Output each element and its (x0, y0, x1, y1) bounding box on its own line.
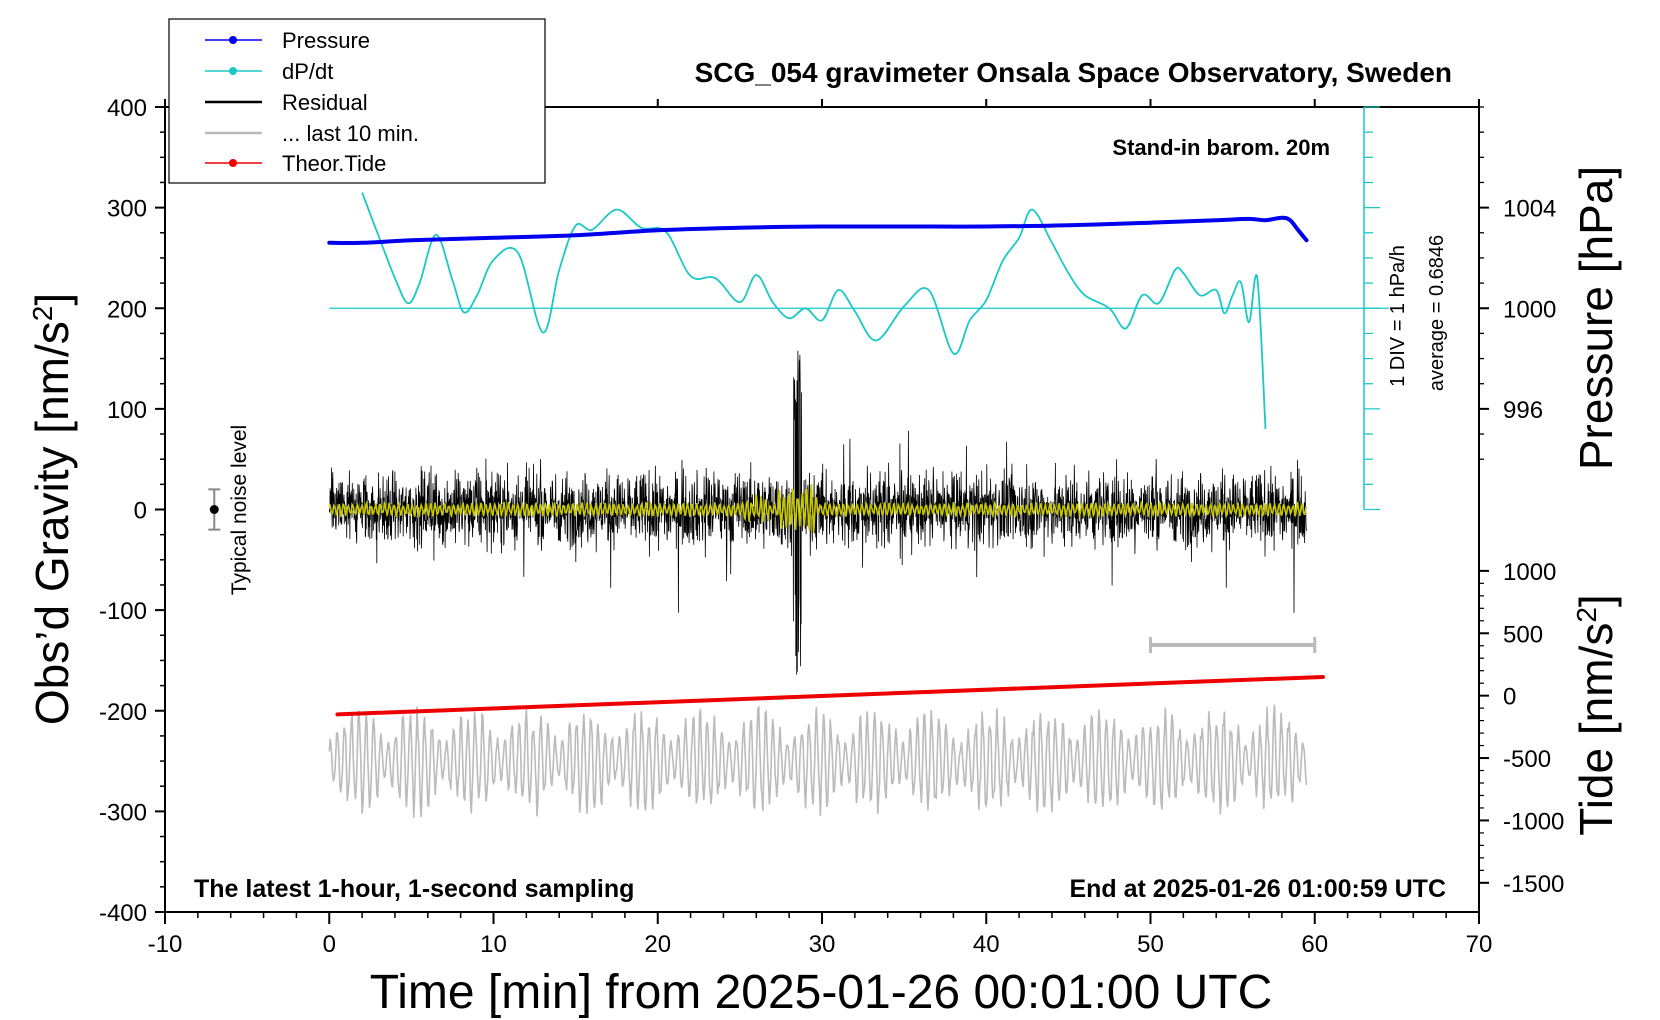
x-tick-label: -10 (148, 931, 183, 958)
noise-bar-point (209, 505, 219, 514)
legend-marker-dpdt (229, 67, 237, 75)
x-tick-label: 0 (323, 931, 336, 958)
left-axis-label-main: Obs’d Gravity [nm/s (26, 321, 78, 725)
barometer-note: Stand-in barom. 20m (1112, 135, 1330, 160)
y-tick-label: 0 (134, 498, 147, 525)
x-tick-label: 20 (644, 931, 671, 958)
y-tick-label: 400 (107, 95, 147, 122)
legend-label-last10: ... last 10 min. (282, 121, 419, 146)
left-axis-label-end: ] (26, 293, 78, 306)
legend-entry-tide: Theor.Tide (205, 151, 386, 176)
x-tick-label: 50 (1137, 931, 1164, 958)
legend-entry-dpdt: dP/dt (205, 59, 333, 84)
y-tick-label: -100 (99, 598, 147, 625)
x-tick-label: 10 (480, 931, 507, 958)
series-layer (327, 192, 1325, 818)
end-time-note: End at 2025-01-26 01:00:59 UTC (1069, 875, 1446, 903)
x-tick-label: 70 (1466, 931, 1493, 958)
legend: Pressure dP/dt Residual ... last 10 min.… (168, 18, 546, 184)
y-tick-label: 200 (107, 296, 147, 323)
tide-tick-label: 1000 (1503, 559, 1556, 586)
tide-tick-label: -1000 (1503, 808, 1564, 835)
tide-axis-label-sup: 2 (1571, 607, 1602, 623)
x-axis-label: Time [min] from 2025-01-26 00:01:00 UTC (370, 966, 1273, 1019)
legend-label-pressure: Pressure (282, 28, 370, 53)
x-tick-label: 30 (809, 931, 836, 958)
tide-axis-label: Tide [nm/s2] (1570, 594, 1622, 835)
legend-marker-pressure (229, 36, 237, 44)
y-tick-label: -400 (99, 900, 147, 927)
y-tick-label: 100 (107, 397, 147, 424)
tide-tick-label: -1500 (1503, 871, 1564, 898)
tide-tick-label: -500 (1503, 746, 1551, 773)
sampling-note: The latest 1-hour, 1-second sampling (194, 875, 634, 903)
left-axis-label-sup: 2 (27, 306, 58, 322)
annotation-marks (208, 106, 1389, 653)
series-residual (328, 350, 1307, 675)
y-tick-label: 300 (107, 196, 147, 223)
average-label: average = 0.6846 (1426, 235, 1448, 391)
legend-entry-pressure: Pressure (205, 28, 370, 53)
series-theor-tide (335, 674, 1325, 717)
tide-tick-label: 500 (1503, 621, 1543, 648)
x-tick-label: 60 (1301, 931, 1328, 958)
series-last-10-min (328, 704, 1308, 818)
left-axis-label: Obs’d Gravity [nm/s2] (26, 293, 78, 725)
legend-marker-tide (229, 159, 237, 167)
legend-entry-last10: ... last 10 min. (205, 121, 419, 146)
legend-label-dpdt: dP/dt (282, 59, 333, 84)
series-dpdt (361, 192, 1267, 430)
pressure-tick-label: 1004 (1503, 196, 1556, 223)
x-tick-label: 40 (973, 931, 1000, 958)
legend-label-tide: Theor.Tide (282, 151, 386, 176)
chart-title: SCG_054 gravimeter Onsala Space Observat… (695, 57, 1452, 88)
axis-ticks: -10 0 10 20 30 40 50 60 70-400-300-200-100010020… (99, 95, 1564, 958)
series-residual-smoothed (328, 484, 1307, 533)
pressure-axis-label: Pressure [hPa] (1570, 166, 1622, 470)
legend-label-residual: Residual (282, 90, 368, 115)
tide-axis-label-end: ] (1570, 594, 1622, 607)
noise-label: Typical noise level (228, 425, 251, 595)
div-label: 1 DIV = 1 hPa/h (1387, 245, 1409, 387)
y-tick-label: -300 (99, 799, 147, 826)
pressure-tick-label: 996 (1503, 397, 1543, 424)
tide-axis-label-main: Tide [nm/s (1570, 623, 1622, 836)
y-tick-label: -200 (99, 699, 147, 726)
tide-tick-label: 0 (1503, 684, 1516, 711)
pressure-tick-label: 1000 (1503, 296, 1556, 323)
series-pressure (327, 215, 1309, 246)
legend-entry-residual: Residual (205, 90, 368, 115)
